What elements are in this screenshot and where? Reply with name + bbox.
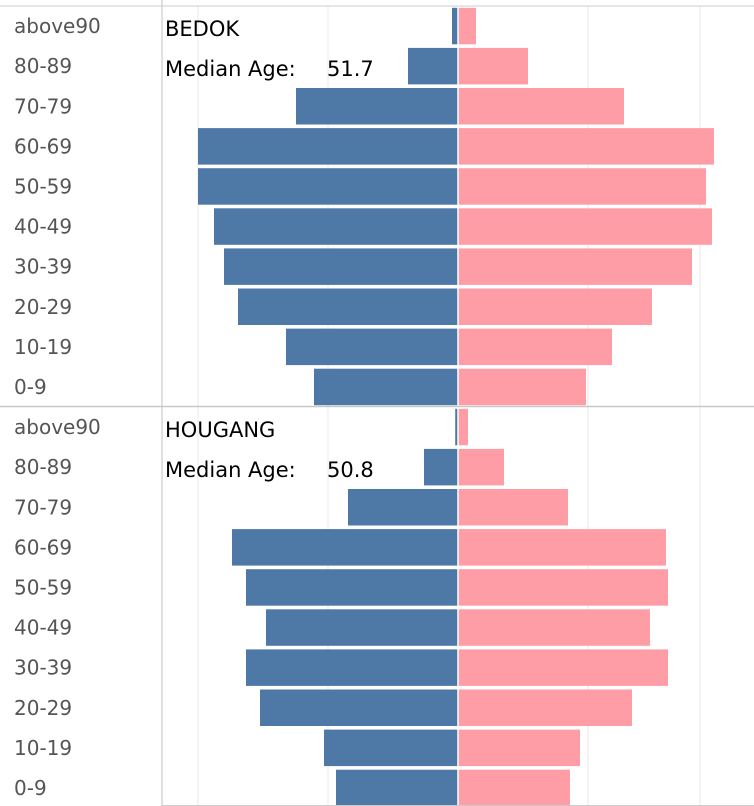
region-title: HOUGANG [165,418,275,442]
bar-right-30-39 [458,649,668,686]
category-label: 60-69 [14,535,72,559]
category-label: 50-59 [14,575,72,599]
bar-left-70-79 [348,489,458,526]
category-label: above90 [14,14,101,38]
chart-panels: above90 80-89 70-79 60-69 50-59 40-49 30-39 20-… [14,6,714,806]
bar-right-80-89 [458,448,504,486]
median-age-label: Median Age: [165,57,296,81]
panel-hougang: above90 80-89 70-79 60-69 50-59 40-49 30-39 20-… [14,407,701,806]
category-label: 10-19 [14,736,72,760]
bar-right-80-89 [458,47,528,85]
median-age-label: Median Age: [165,458,296,482]
bar-left-30-39 [246,649,458,686]
bar-left-20-29 [260,689,458,726]
panel-bedok: above90 80-89 70-79 60-69 50-59 40-49 30-39 20-… [14,6,714,407]
bar-left-50-59 [198,168,458,205]
bar-right-50-59 [458,569,668,606]
category-label: 40-49 [14,215,72,239]
category-label: 40-49 [14,616,72,640]
category-label: 0-9 [14,776,47,800]
category-label: 50-59 [14,174,72,198]
bar-right-40-49 [458,208,712,245]
bar-left-40-49 [214,208,458,245]
bar-right-0-9 [458,368,586,406]
bar-left-50-59 [246,569,458,606]
bar-left-above90 [452,7,458,45]
bar-left-0-9 [314,368,458,406]
bar-right-70-79 [458,88,624,125]
region-title: BEDOK [165,17,240,41]
category-label: 30-39 [14,255,72,279]
category-label: 60-69 [14,134,72,158]
bar-right-20-29 [458,288,652,325]
bar-left-20-29 [238,288,458,325]
category-label: 0-9 [14,375,47,399]
bar-right-60-69 [458,529,666,566]
category-label: 80-89 [14,54,72,78]
bar-left-70-79 [296,88,458,125]
category-label: above90 [14,415,101,439]
category-label: 70-79 [14,94,72,118]
bar-right-10-19 [458,729,580,767]
bar-right-10-19 [458,328,612,366]
bar-right-60-69 [458,128,714,165]
bar-right-0-9 [458,769,570,806]
bar-right-50-59 [458,168,706,205]
bar-right-above90 [458,408,468,446]
bar-left-30-39 [224,248,458,285]
bar-left-above90 [455,408,458,446]
category-label: 10-19 [14,335,72,359]
category-label: 30-39 [14,656,72,680]
category-label: 20-29 [14,696,72,720]
bar-left-0-9 [336,769,458,806]
category-label: 70-79 [14,495,72,519]
bar-left-10-19 [286,328,458,366]
median-age-value: 51.7 [327,57,374,81]
bar-right-30-39 [458,248,692,285]
bar-left-80-89 [408,47,458,85]
bar-left-60-69 [232,529,458,566]
bar-right-above90 [458,7,476,45]
median-age-value: 50.8 [327,458,374,482]
category-label: 20-29 [14,295,72,319]
bar-left-80-89 [424,448,458,486]
bar-right-40-49 [458,609,650,646]
category-label: 80-89 [14,455,72,479]
bar-left-40-49 [266,609,458,646]
bar-right-20-29 [458,689,632,726]
bar-left-10-19 [324,729,458,767]
bar-left-60-69 [198,128,458,165]
bar-right-70-79 [458,489,568,526]
